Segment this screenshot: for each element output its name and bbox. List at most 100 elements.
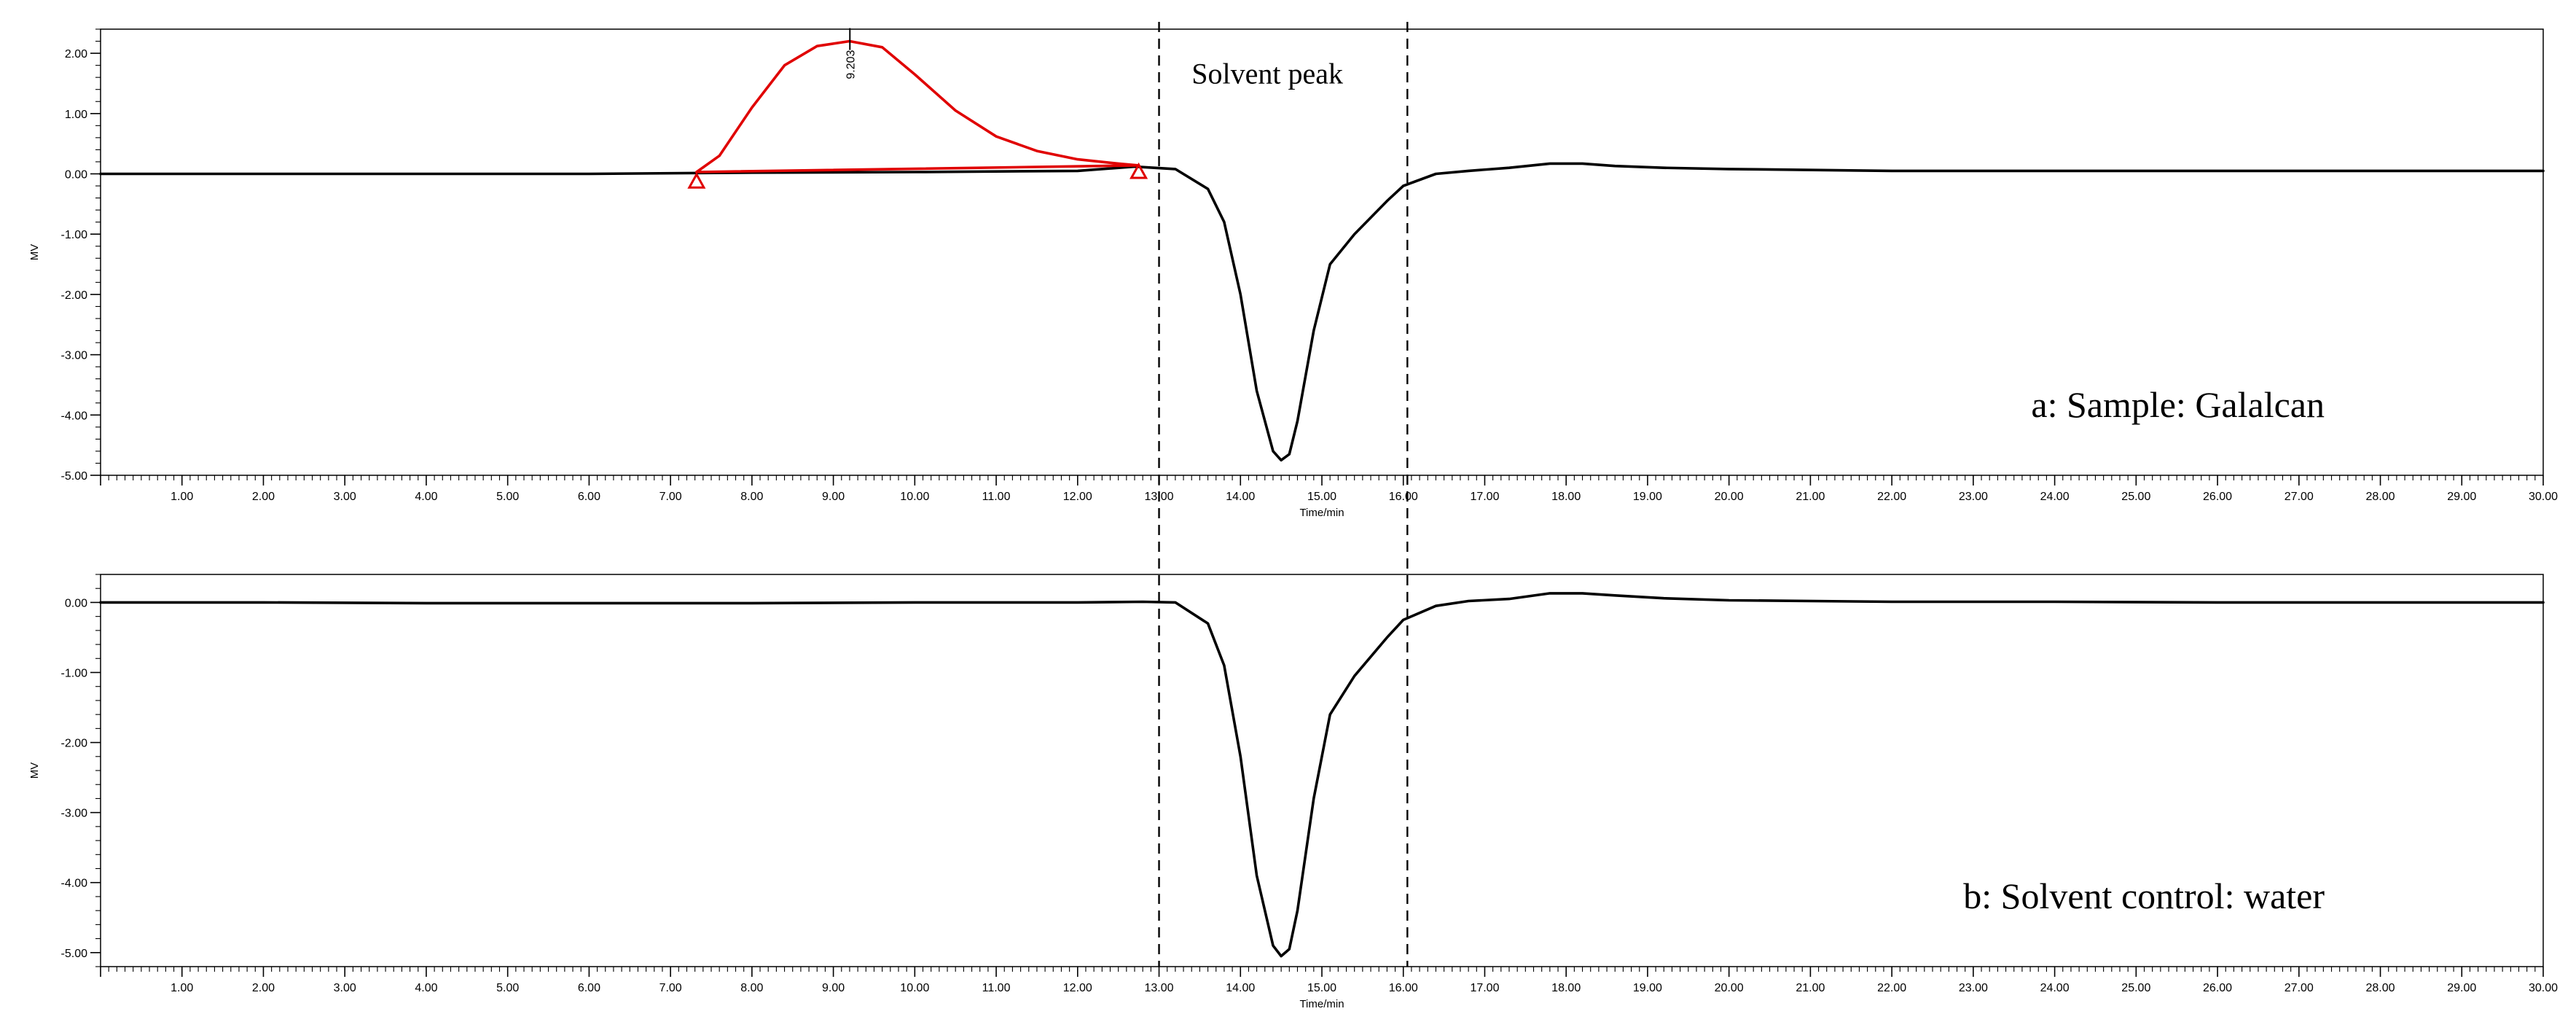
x-tick-label: 8.00 — [740, 491, 763, 503]
x-tick-labels: 1.00 2.00 3.00 4.00 5.00 6.00 7.00 8.00 9.00 10.0… — [171, 491, 2558, 503]
y-tick-labels: 2.00 1.00 0.00 -1.00 -2.00 -3.00 -4.00 -5.00 — [61, 48, 88, 483]
y-tick-label: 0.00 — [65, 597, 87, 609]
x-tick-label: 21.00 — [1796, 982, 1825, 994]
x-tick-label: 24.00 — [2040, 491, 2070, 503]
x-tick-label: 19.00 — [1633, 491, 1662, 503]
integration-baseline-line — [695, 164, 1140, 173]
x-tick-label: 19.00 — [1633, 982, 1662, 994]
y-tick-label: -3.00 — [61, 350, 88, 362]
x-tick-label: 22.00 — [1877, 982, 1906, 994]
x-tick-label: 2.00 — [252, 491, 275, 503]
series-group — [99, 592, 2545, 958]
series-group — [99, 39, 2545, 462]
solvent-window-lines — [1158, 22, 1409, 967]
x-tick-label: 5.00 — [496, 491, 519, 503]
y-tick-label: -2.00 — [61, 289, 88, 302]
x-tick-label: 23.00 — [1959, 982, 1988, 994]
x-tick-label: 26.00 — [2203, 982, 2232, 994]
y-tick-label: -5.00 — [61, 948, 88, 960]
x-tick-label: 13.00 — [1145, 982, 1174, 994]
x-tick-label: 1.00 — [171, 491, 193, 503]
x-tick-label: 11.00 — [982, 982, 1011, 994]
x-tick-label: 7.00 — [659, 491, 682, 503]
x-tick-label: 11.00 — [982, 491, 1011, 503]
x-tick-label: 2.00 — [252, 982, 275, 994]
x-tick-label: 7.00 — [659, 982, 682, 994]
x-tick-labels: 1.00 2.00 3.00 4.00 5.00 6.00 7.00 8.00 9.00 10.0… — [171, 982, 2558, 994]
x-tick-label: 30.00 — [2529, 491, 2558, 503]
x-tick-label: 28.00 — [2366, 491, 2395, 503]
panel-label: a: Sample: Galalcan — [2031, 384, 2325, 425]
x-axis-ticks — [100, 475, 2544, 485]
x-tick-label: 25.00 — [2121, 491, 2150, 503]
x-tick-label: 8.00 — [740, 982, 763, 994]
x-tick-label: 20.00 — [1715, 491, 1744, 503]
peak-retention-label: 9.203 — [845, 50, 857, 79]
panel-label: b: Solvent control: water — [1963, 875, 2325, 916]
x-axis-ticks — [100, 967, 2544, 977]
y-tick-label: 2.00 — [65, 48, 87, 61]
integration-marker-triangle — [1130, 162, 1148, 179]
x-tick-label: 10.00 — [900, 982, 929, 994]
x-tick-label: 9.00 — [822, 982, 845, 994]
y-tick-label: -4.00 — [61, 410, 88, 422]
x-axis-title: Time/min — [1299, 507, 1344, 519]
solvent-peak-annotation: Solvent peak — [1191, 57, 1343, 90]
x-tick-label: 15.00 — [1307, 491, 1336, 503]
x-tick-label: 26.00 — [2203, 491, 2232, 503]
chart-panel-b: 1.00 2.00 3.00 4.00 5.00 6.00 7.00 8.00 9.00 10.0… — [28, 574, 2558, 1010]
y-axis-title: MV — [28, 244, 41, 261]
x-tick-label: 12.00 — [1063, 982, 1092, 994]
x-tick-label: 18.00 — [1551, 491, 1581, 503]
x-tick-label: 12.00 — [1063, 491, 1092, 503]
x-tick-label: 3.00 — [334, 982, 356, 994]
x-tick-label: 22.00 — [1877, 491, 1906, 503]
y-tick-label: 0.00 — [65, 168, 87, 181]
signal-trace-line — [99, 592, 2545, 958]
x-tick-label: 9.00 — [822, 491, 845, 503]
x-tick-label: 14.00 — [1226, 491, 1255, 503]
y-tick-label: -3.00 — [61, 808, 88, 820]
x-axis-title: Time/min — [1299, 998, 1344, 1010]
x-tick-label: 1.00 — [171, 982, 193, 994]
x-tick-label: 14.00 — [1226, 982, 1255, 994]
y-tick-label: 1.00 — [65, 109, 87, 121]
x-tick-label: 28.00 — [2366, 982, 2395, 994]
x-tick-label: 3.00 — [334, 491, 356, 503]
y-axis-title: MV — [28, 763, 41, 779]
x-tick-label: 6.00 — [578, 491, 600, 503]
x-tick-label: 23.00 — [1959, 491, 1988, 503]
integration-marker-triangle — [687, 172, 706, 189]
x-tick-label: 18.00 — [1551, 982, 1581, 994]
y-tick-label: -1.00 — [61, 668, 88, 680]
x-tick-label: 27.00 — [2285, 491, 2314, 503]
x-tick-label: 15.00 — [1307, 982, 1336, 994]
y-tick-label: -4.00 — [61, 878, 88, 890]
x-tick-label: 24.00 — [2040, 982, 2070, 994]
chart-panel-a: 1.00 2.00 3.00 4.00 5.00 6.00 7.00 8.00 9.00 10.0… — [28, 28, 2558, 519]
y-axis-ticks — [90, 574, 101, 967]
y-tick-label: -2.00 — [61, 738, 88, 750]
signal-trace-line — [99, 162, 2545, 462]
x-tick-label: 5.00 — [496, 982, 519, 994]
x-tick-label: 4.00 — [415, 491, 437, 503]
x-tick-label: 29.00 — [2447, 491, 2476, 503]
x-tick-label: 17.00 — [1470, 491, 1499, 503]
x-tick-label: 29.00 — [2447, 982, 2476, 994]
x-tick-label: 25.00 — [2121, 982, 2150, 994]
y-tick-label: -5.00 — [61, 470, 88, 483]
x-tick-label: 6.00 — [578, 982, 600, 994]
y-axis-ticks — [90, 28, 101, 476]
y-tick-labels: 0.00 -1.00 -2.00 -3.00 -4.00 -5.00 — [61, 597, 88, 959]
x-tick-label: 10.00 — [900, 491, 929, 503]
x-tick-label: 30.00 — [2529, 982, 2558, 994]
y-tick-label: -1.00 — [61, 229, 88, 241]
x-tick-label: 21.00 — [1796, 491, 1825, 503]
x-tick-label: 27.00 — [2285, 982, 2314, 994]
x-tick-label: 16.00 — [1389, 982, 1418, 994]
x-tick-label: 17.00 — [1470, 982, 1499, 994]
x-tick-label: 4.00 — [415, 982, 437, 994]
x-tick-label: 20.00 — [1715, 982, 1744, 994]
